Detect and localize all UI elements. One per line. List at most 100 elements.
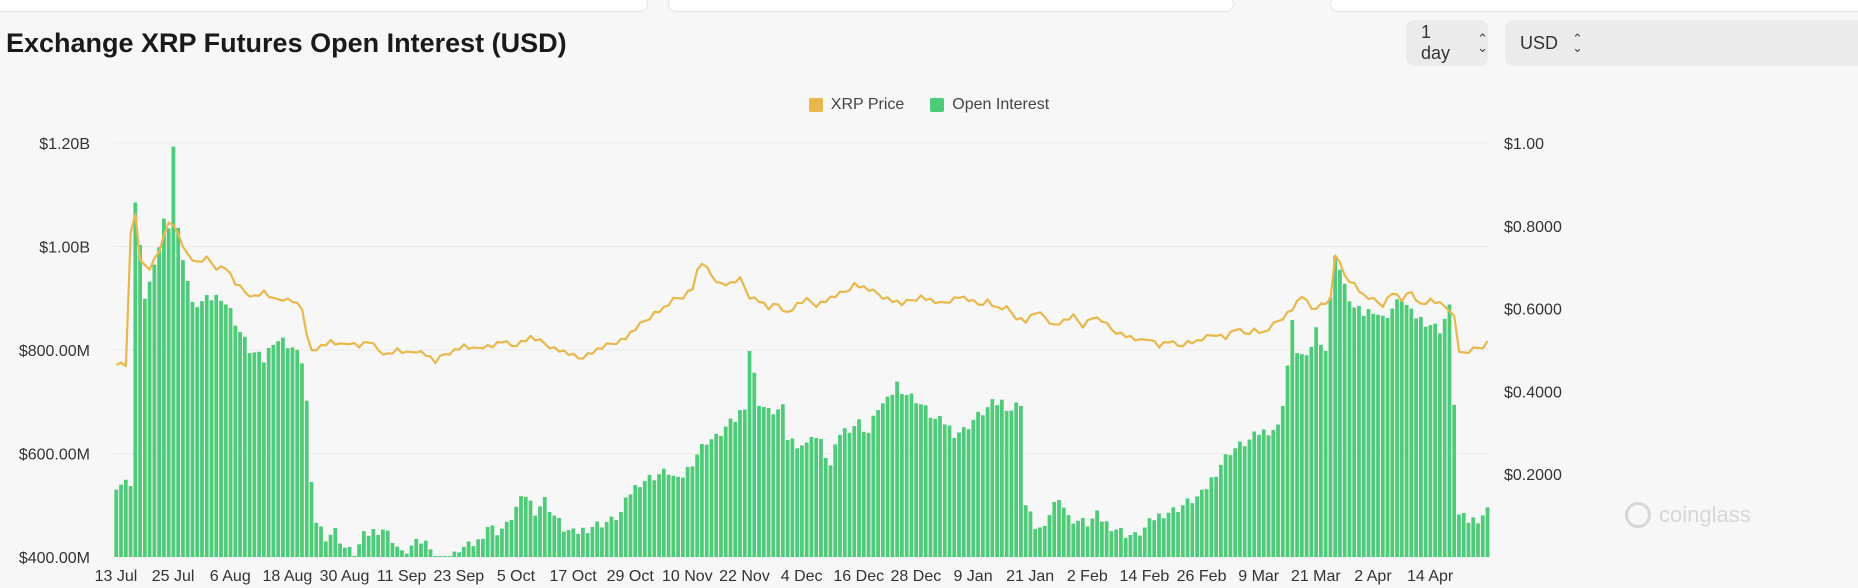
open-interest-bar	[1409, 308, 1414, 557]
legend-swatch-price	[808, 98, 823, 112]
legend-item-open-interest[interactable]: Open Interest	[930, 96, 1049, 114]
open-interest-bar	[157, 247, 162, 557]
open-interest-bar	[547, 511, 552, 557]
open-interest-bar	[495, 535, 500, 557]
open-interest-bar	[680, 477, 685, 557]
y-left-tick-label: $800.00M	[19, 343, 90, 360]
open-interest-bar	[923, 405, 928, 557]
open-interest-bar	[652, 480, 657, 557]
open-interest-bar	[342, 547, 347, 557]
y-axis-left: $400.00M $600.00M $800.00M $1.00B $1.20B	[19, 136, 90, 567]
open-interest-bar	[257, 351, 261, 557]
x-tick-label: 2 Feb	[1067, 568, 1108, 585]
open-interest-bar	[742, 409, 747, 557]
currency-select[interactable]: USD ⌃ ⌄	[1505, 20, 1858, 66]
open-interest-bar	[990, 399, 995, 557]
open-interest-bar	[700, 443, 704, 557]
open-interest-bar	[814, 437, 819, 557]
open-interest-bar	[376, 535, 381, 557]
y-right-tick-label: $0.6000	[1504, 302, 1562, 319]
open-interest-bar	[1219, 464, 1223, 557]
open-interest-bar	[1138, 535, 1142, 557]
open-interest-bar	[214, 294, 219, 557]
open-interest-bar	[671, 475, 676, 557]
open-interest-bar	[1214, 476, 1219, 557]
open-interest-bar	[1285, 365, 1290, 557]
x-tick-label: 16 Dec	[833, 568, 884, 585]
coinglass-logo-icon	[1625, 502, 1651, 528]
open-interest-bar	[1476, 523, 1480, 557]
y-right-tick-label: $0.2000	[1504, 467, 1562, 484]
open-interest-bar	[709, 439, 714, 557]
open-interest-bar	[980, 415, 985, 557]
open-interest-bar	[1209, 477, 1214, 557]
open-interest-bar	[1361, 315, 1366, 557]
open-interest-bar	[466, 541, 471, 557]
legend-label-price: XRP Price	[830, 96, 905, 113]
open-interest-bar	[1104, 521, 1109, 557]
open-interest-bar	[533, 515, 538, 557]
open-interest-bar	[628, 494, 633, 557]
open-interest-bar	[600, 527, 604, 557]
open-interest-bar	[1085, 526, 1090, 557]
open-interest-bar	[142, 298, 147, 557]
open-interest-bar	[442, 555, 447, 557]
open-interest-bar	[290, 347, 295, 557]
open-interest-bar	[714, 433, 719, 557]
open-interest-bar	[1023, 505, 1028, 557]
open-interest-bar	[642, 481, 647, 557]
open-interest-bar	[1114, 529, 1119, 557]
y-left-tick-label: $1.20B	[39, 136, 90, 153]
open-interest-bar	[147, 281, 152, 557]
legend-item-price[interactable]: XRP Price	[808, 96, 905, 114]
open-interest-bar	[661, 468, 666, 557]
open-interest-bar	[819, 439, 823, 557]
top-card-2	[668, 0, 1234, 12]
open-interest-bar	[523, 496, 528, 557]
open-interest-bar	[619, 511, 623, 557]
open-interest-bar	[1166, 512, 1171, 557]
open-interest-bar	[185, 281, 190, 557]
x-tick-label: 4 Dec	[781, 568, 823, 585]
open-interest-bar	[1252, 431, 1257, 557]
open-interest-bar	[847, 432, 852, 557]
open-interest-bar	[1152, 520, 1157, 557]
x-tick-label: 9 Jan	[953, 568, 992, 585]
x-tick-label: 11 Sep	[377, 568, 427, 585]
open-interest-bar	[204, 295, 209, 557]
open-interest-bar	[966, 429, 971, 557]
open-interest-bar	[457, 552, 461, 557]
open-interest-bar	[747, 351, 752, 557]
open-interest-bar	[119, 484, 123, 557]
y-right-tick-label: $0.8000	[1504, 219, 1562, 236]
open-interest-bar	[114, 489, 119, 557]
open-interest-bar	[590, 526, 595, 557]
page-title: Exchange XRP Futures Open Interest (USD)	[6, 28, 567, 58]
open-interest-bar	[766, 407, 771, 557]
open-interest-bar	[576, 533, 581, 557]
legend-swatch-open-interest	[930, 98, 945, 112]
open-interest-bar	[471, 546, 476, 557]
open-interest-bar	[871, 415, 876, 557]
open-interest-bar	[614, 519, 619, 557]
open-interest-bar	[1119, 528, 1123, 557]
open-interest-bar	[1066, 515, 1071, 557]
open-interest-bar	[1257, 434, 1261, 557]
open-interest-bar	[957, 432, 961, 557]
open-interest-bar	[942, 424, 947, 557]
open-interest-bar	[1204, 489, 1209, 557]
legend-label-open-interest: Open Interest	[952, 96, 1050, 113]
open-interest-bar	[1309, 346, 1314, 557]
open-interest-bar	[238, 331, 242, 557]
open-interest-bar	[647, 474, 652, 557]
open-interest-bar	[595, 521, 600, 557]
open-interest-bar	[419, 543, 423, 557]
y-left-tick-label: $400.00M	[19, 550, 90, 567]
top-card-3	[1330, 0, 1858, 12]
open-interest-bar	[1042, 525, 1047, 557]
open-interest-bar	[190, 301, 195, 557]
interval-select[interactable]: 1 day ⌃ ⌄	[1406, 20, 1488, 66]
open-interest-bar	[985, 407, 990, 557]
open-interest-bar	[976, 411, 980, 557]
